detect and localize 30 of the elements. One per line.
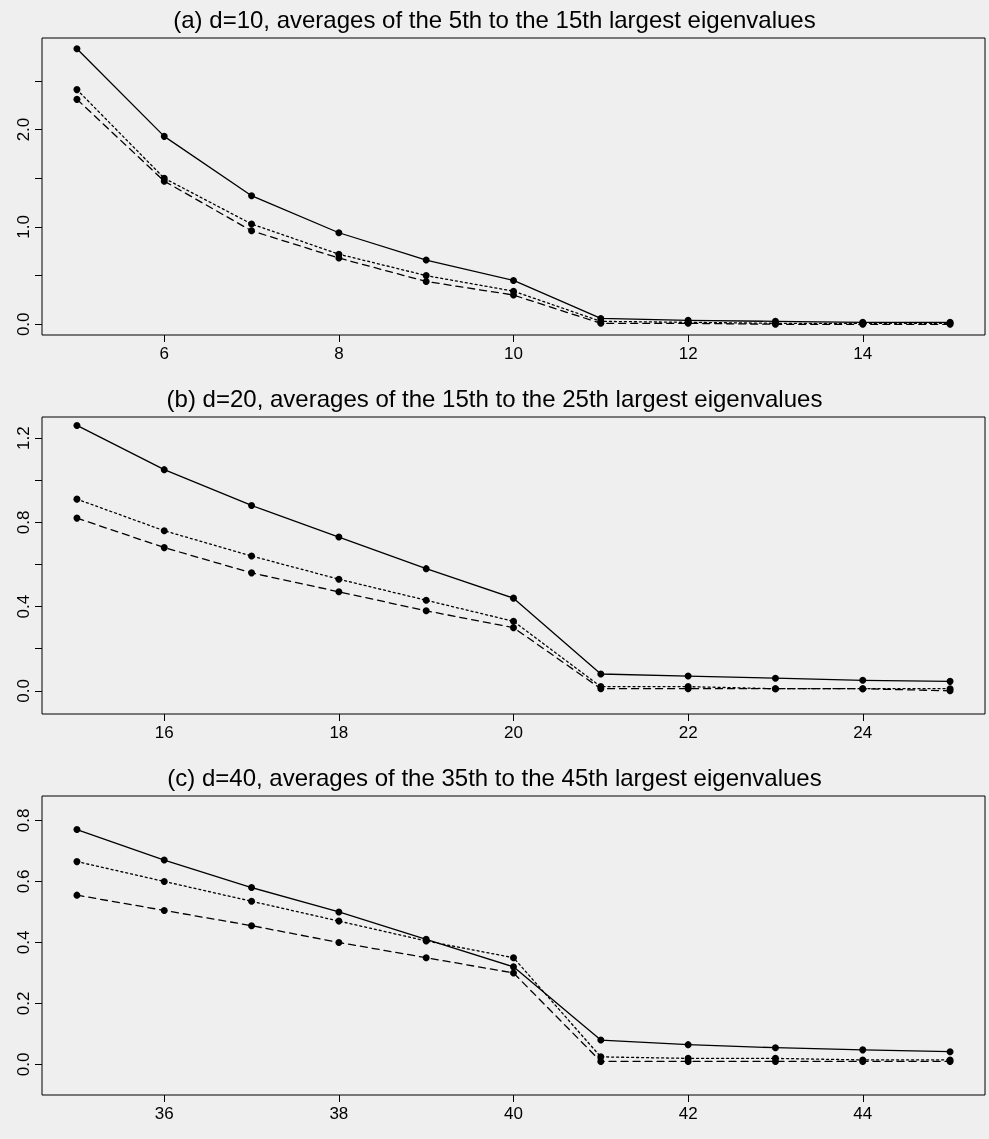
y-tick-label: 1.2 bbox=[14, 426, 33, 450]
x-tick-label: 6 bbox=[159, 344, 169, 363]
x-tick-label: 36 bbox=[154, 1104, 174, 1123]
x-tick-label: 16 bbox=[154, 723, 174, 742]
x-tick-label: 44 bbox=[853, 1104, 873, 1123]
y-tick-label: 0.0 bbox=[14, 1052, 33, 1077]
y-tick-label: 2.0 bbox=[14, 117, 33, 142]
y-tick-label: 0.2 bbox=[14, 991, 33, 1016]
x-tick-label: 40 bbox=[504, 1104, 523, 1123]
chart-title: (a) d=10, averages of the 5th to the 15th largest eigenvalues bbox=[173, 5, 816, 33]
x-tick-label: 18 bbox=[329, 723, 349, 742]
y-tick-label: 0.8 bbox=[14, 808, 33, 833]
x-tick-label: 42 bbox=[678, 1104, 698, 1123]
x-tick-label: 38 bbox=[329, 1104, 349, 1123]
x-tick-label: 8 bbox=[334, 344, 344, 363]
chart-title: (c) d=40, averages of the 35th to the 45th largest eigenvalues bbox=[167, 763, 822, 791]
x-tick-label: 14 bbox=[853, 344, 873, 363]
y-tick-label: 0.0 bbox=[14, 679, 33, 703]
y-tick-label: 0.4 bbox=[14, 930, 33, 955]
x-tick-label: 24 bbox=[853, 723, 873, 742]
y-tick-label: 0.8 bbox=[14, 510, 33, 535]
y-tick-label: 0.0 bbox=[14, 312, 33, 337]
x-tick-label: 22 bbox=[678, 723, 698, 742]
x-tick-label: 12 bbox=[678, 344, 698, 363]
y-tick-label: 0.4 bbox=[14, 594, 33, 619]
x-tick-label: 20 bbox=[504, 723, 523, 742]
y-tick-label: 1.0 bbox=[14, 215, 33, 239]
y-tick-label: 0.6 bbox=[14, 869, 33, 894]
x-tick-label: 10 bbox=[504, 344, 523, 363]
chart-title: (b) d=20, averages of the 15th to the 25th largest eigenvalues bbox=[166, 384, 823, 412]
